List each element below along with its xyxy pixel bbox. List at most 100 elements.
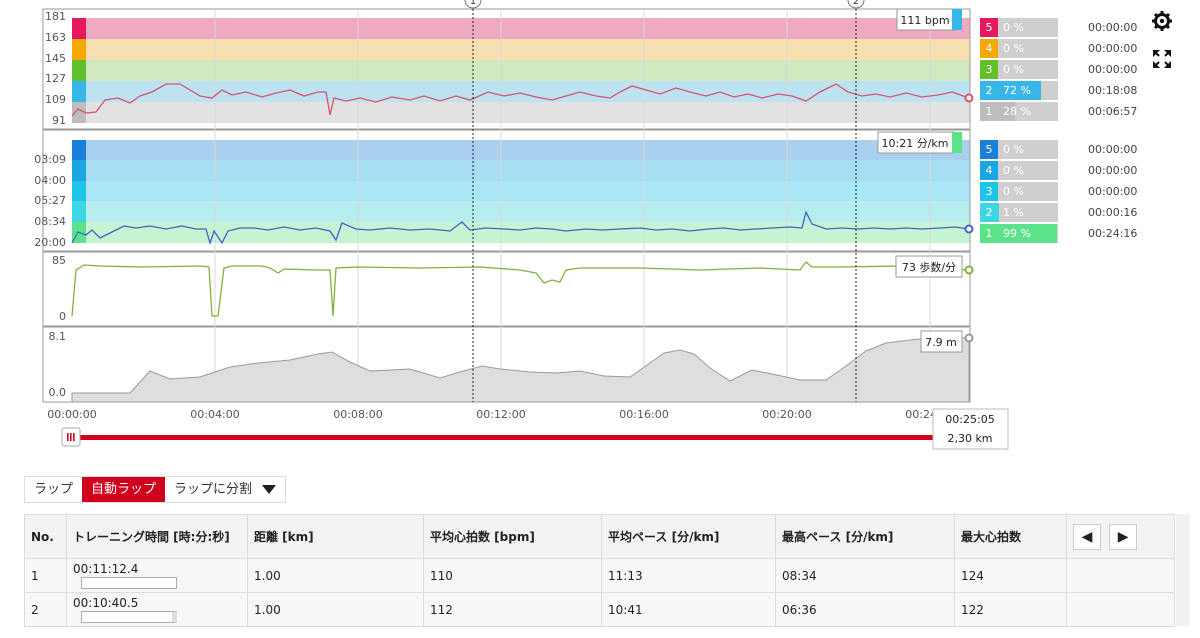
tab-auto-lap[interactable]: 自動ラップ bbox=[82, 477, 166, 502]
hr-tick: 91 bbox=[52, 114, 66, 127]
hr-zone-fill bbox=[998, 102, 1015, 121]
lap-avg-pace: 11:13 bbox=[601, 558, 776, 593]
svg-text:2,30 km: 2,30 km bbox=[947, 432, 992, 445]
hr-zone-number: 3 bbox=[980, 60, 998, 79]
col-max-pace[interactable]: 最高ペース [分/km] bbox=[775, 514, 955, 559]
hr-zone-bands bbox=[72, 18, 970, 123]
svg-text:7.9 m: 7.9 m bbox=[925, 336, 957, 349]
time-tick: 00:12:00 bbox=[476, 408, 525, 421]
lap-markers bbox=[472, 9, 857, 402]
altitude-tick: 8.1 bbox=[49, 330, 67, 343]
col-training-time[interactable]: トレーニング時間 [時:分:秒] bbox=[66, 514, 248, 559]
hr-zone-row: 5 0 % 00:00:00 bbox=[980, 18, 1140, 37]
hr-zone-percent: 0 % bbox=[1003, 63, 1024, 76]
pace-tick: 03:09 bbox=[34, 153, 66, 166]
pace-zone-row: 2 1 % 00:00:16 bbox=[980, 203, 1140, 222]
altitude-area bbox=[71, 337, 970, 403]
altitude-current-label: 7.9 m bbox=[920, 330, 963, 353]
hr-zone-time: 00:00:00 bbox=[1088, 63, 1138, 76]
col-max-hr[interactable]: 最大心拍数 bbox=[954, 514, 1067, 559]
time-tick: 00:04:00 bbox=[190, 408, 239, 421]
pace-zone-percent: 0 % bbox=[1003, 143, 1024, 156]
hr-tick: 181 bbox=[45, 10, 66, 23]
hr-tick: 145 bbox=[45, 52, 66, 65]
time-tick: 00:00:00 bbox=[47, 408, 96, 421]
lap-empty bbox=[1066, 558, 1175, 593]
col-avg-pace[interactable]: 平均ペース [分/km] bbox=[601, 514, 776, 559]
time-tick: 00:08:00 bbox=[333, 408, 382, 421]
lap-time-bar bbox=[81, 611, 177, 623]
cadence-current-label: 73 歩数/分 bbox=[895, 255, 963, 278]
pace-zone-percent: 0 % bbox=[1003, 185, 1024, 198]
lap-time: 00:10:40.5 bbox=[73, 595, 139, 610]
pace-end-dot bbox=[964, 224, 974, 234]
hr-zone-percent: 28 % bbox=[1003, 105, 1031, 118]
lap-avg-pace: 10:41 bbox=[601, 592, 776, 627]
pace-zone-number: 4 bbox=[980, 161, 998, 180]
pace-zone-row: 1 99 % 00:24:16 bbox=[980, 224, 1140, 243]
lap-no: 1 bbox=[24, 558, 67, 593]
tab-lap[interactable]: ラップ bbox=[34, 482, 74, 497]
col-avg-hr[interactable]: 平均心拍数 [bpm] bbox=[423, 514, 602, 559]
pace-zone-time: 00:00:16 bbox=[1088, 206, 1138, 219]
pace-zone-row: 5 0 % 00:00:00 bbox=[980, 140, 1140, 159]
svg-text:111 bpm: 111 bpm bbox=[900, 14, 949, 27]
hr-tick: 127 bbox=[45, 72, 66, 85]
tab-split-dropdown[interactable]: ラップに分割 bbox=[165, 477, 285, 502]
lap-avg-hr: 110 bbox=[423, 558, 602, 593]
hr-zone-percent: 0 % bbox=[1003, 42, 1024, 55]
lap-max-hr: 124 bbox=[954, 558, 1067, 593]
lap-marker-1[interactable]: 1 bbox=[464, 0, 482, 9]
hr-zone-percent: 0 % bbox=[1003, 21, 1024, 34]
time-tick: 00:20:00 bbox=[762, 408, 811, 421]
pace-zone-number: 2 bbox=[980, 203, 998, 222]
pace-zone-bar: 0 % bbox=[998, 182, 1058, 201]
lap-table: No. トレーニング時間 [時:分:秒] 距離 [km] 平均心拍数 [bpm]… bbox=[24, 514, 1175, 627]
hr-zone-number: 4 bbox=[980, 39, 998, 58]
col-no: No. bbox=[24, 514, 67, 559]
pace-zone-bar: 0 % bbox=[998, 140, 1058, 159]
caret-down-icon bbox=[262, 485, 277, 494]
pace-zone-time: 00:00:00 bbox=[1088, 164, 1138, 177]
lap-mode-tabs: ラップ 自動ラップ ラップに分割 bbox=[24, 476, 287, 503]
panel-frames bbox=[42, 8, 971, 403]
expand-icon bbox=[1153, 50, 1171, 68]
tab-split-label: ラップに分割 bbox=[174, 482, 253, 497]
table-header-row: No. トレーニング時間 [時:分:秒] 距離 [km] 平均心拍数 [bpm]… bbox=[24, 514, 1175, 559]
pace-zone-percent: 1 % bbox=[1003, 206, 1024, 219]
timeline-track[interactable] bbox=[72, 435, 952, 440]
prev-page-button[interactable]: ◀ bbox=[1073, 523, 1101, 550]
time-tick: 00:16:00 bbox=[619, 408, 668, 421]
lap-avg-hr: 112 bbox=[423, 592, 602, 627]
hr-zone-bar: 28 % bbox=[998, 102, 1058, 121]
table-scrollbar[interactable] bbox=[1176, 514, 1190, 626]
hr-zone-number: 5 bbox=[980, 18, 998, 37]
table-row[interactable]: 2 00:10:40.5 1.00 112 10:41 06:36 122 bbox=[24, 592, 1175, 627]
lap-marker-2[interactable]: 2 bbox=[847, 0, 865, 9]
lap-time: 00:11:12.4 bbox=[73, 561, 139, 576]
col-distance[interactable]: 距離 [km] bbox=[247, 514, 424, 559]
next-page-button[interactable]: ▶ bbox=[1109, 523, 1138, 550]
pace-zone-row: 4 0 % 00:00:00 bbox=[980, 161, 1140, 180]
timeline-end-handle[interactable]: 00:25:05 2,30 km bbox=[932, 408, 1009, 450]
lap-distance: 1.00 bbox=[247, 592, 424, 627]
altitude-end-dot bbox=[964, 333, 974, 343]
hr-zone-time: 00:00:00 bbox=[1088, 21, 1138, 34]
hr-end-dot bbox=[964, 93, 974, 103]
hr-zone-percent: 72 % bbox=[1003, 84, 1031, 97]
hr-current-label: 111 bpm bbox=[896, 8, 962, 31]
timeline-start-handle[interactable] bbox=[61, 427, 81, 447]
lap-max-pace: 08:34 bbox=[775, 558, 955, 593]
fullscreen-button[interactable] bbox=[1149, 46, 1175, 72]
lap-time-bar bbox=[81, 577, 177, 589]
pace-zone-fill bbox=[998, 224, 1058, 243]
svg-text:00:25:05: 00:25:05 bbox=[945, 413, 994, 426]
pace-tick: 04:00 bbox=[34, 174, 66, 187]
table-row[interactable]: 1 00:11:12.4 1.00 110 11:13 08:34 124 bbox=[24, 558, 1175, 593]
settings-button[interactable] bbox=[1149, 8, 1175, 34]
hr-zone-bar: 72 % bbox=[998, 81, 1058, 100]
hr-zone-bar: 0 % bbox=[998, 39, 1058, 58]
lap-max-pace: 06:36 bbox=[775, 592, 955, 627]
pace-zone-number: 5 bbox=[980, 140, 998, 159]
pace-zone-bar: 1 % bbox=[998, 203, 1058, 222]
